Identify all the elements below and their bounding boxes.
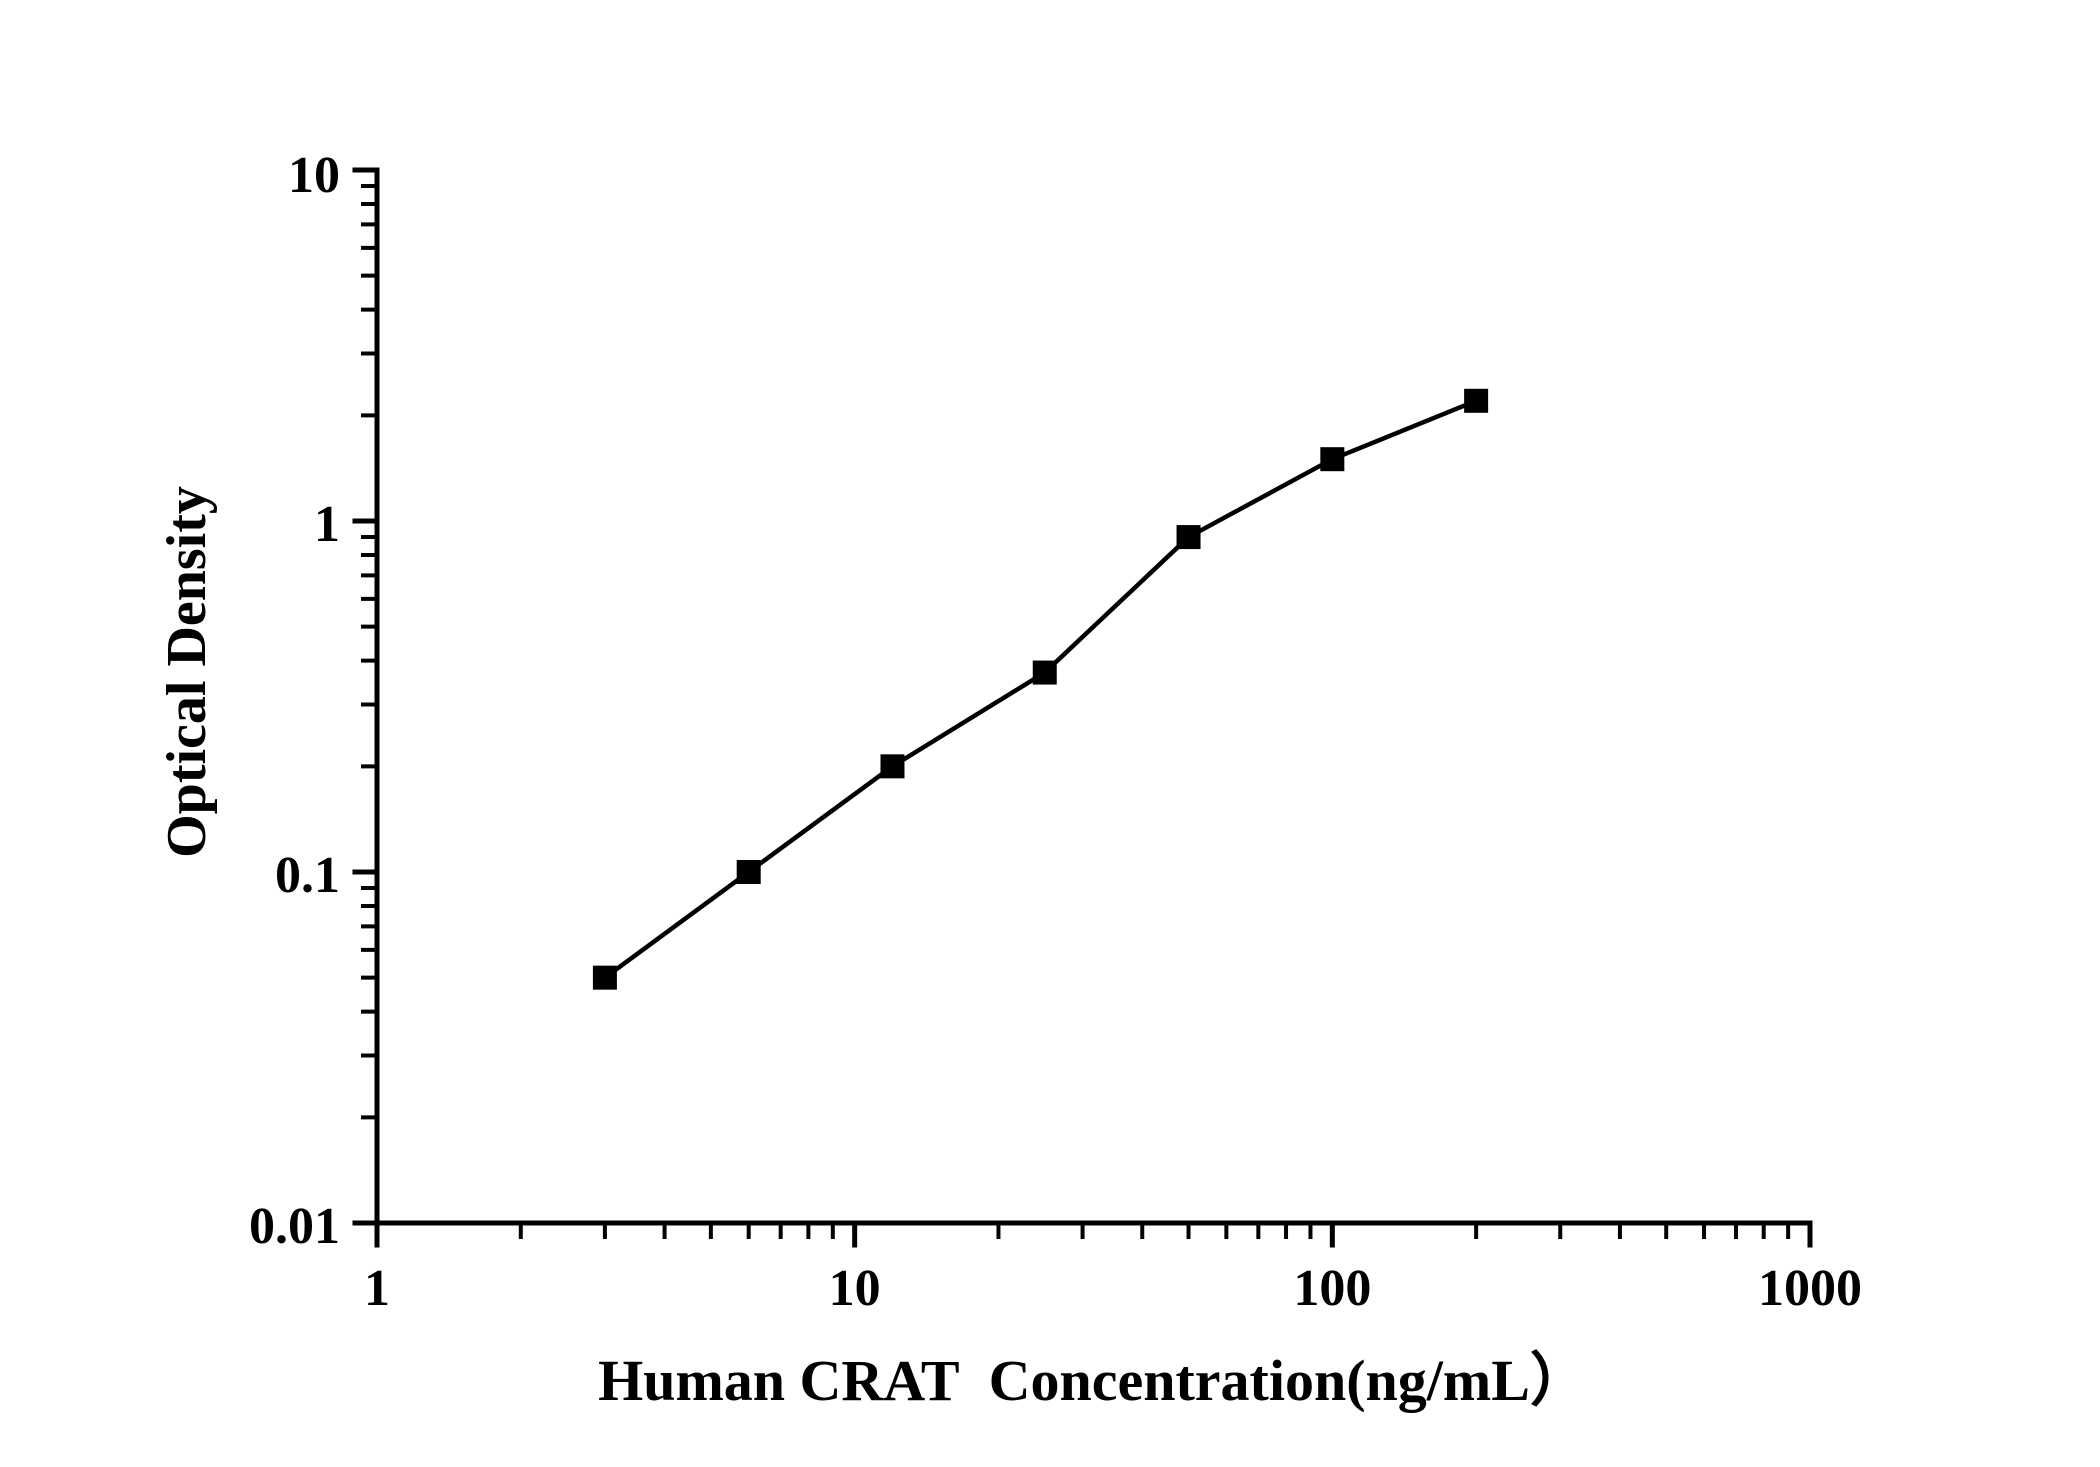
svg-text:Optical Density: Optical Density (156, 486, 218, 858)
svg-text:100: 100 (1293, 1260, 1371, 1317)
svg-text:1: 1 (364, 1260, 390, 1317)
svg-text:10: 10 (288, 147, 340, 204)
svg-text:0.1: 0.1 (275, 847, 340, 904)
svg-text:1000: 1000 (1758, 1260, 1862, 1317)
svg-text:10: 10 (829, 1260, 881, 1317)
svg-text:Human CRAT Concentration(ng/m: Human CRAT Concentration(ng/mL） (598, 1348, 1588, 1413)
svg-text:1: 1 (314, 496, 340, 553)
svg-text:0.01: 0.01 (249, 1198, 340, 1255)
